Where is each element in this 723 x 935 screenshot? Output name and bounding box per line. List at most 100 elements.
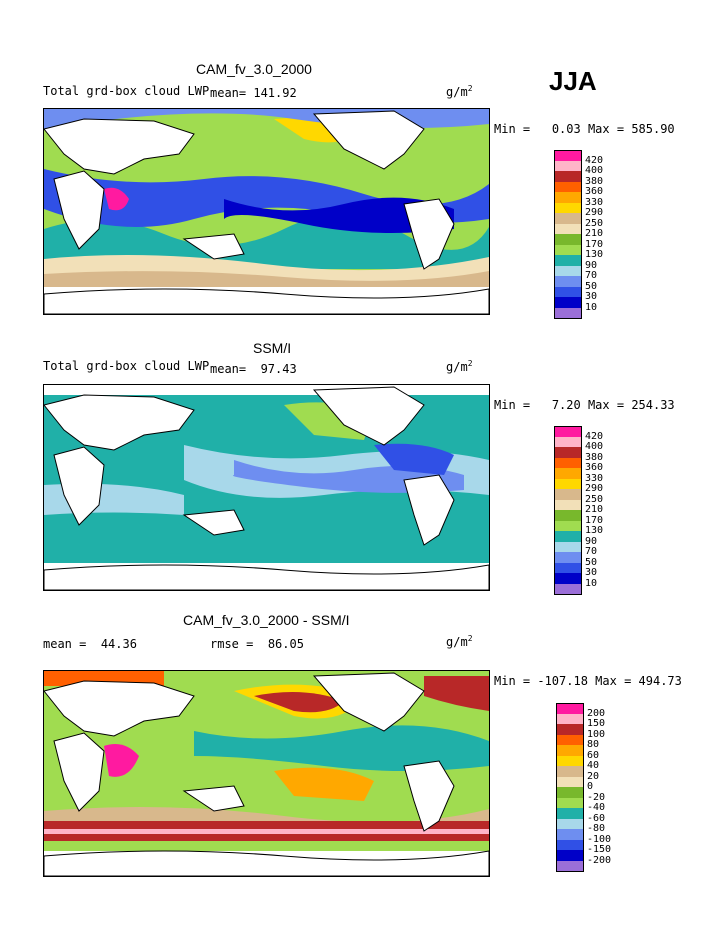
colorbar-level-label: 380 xyxy=(585,175,604,187)
colorbar-swatch xyxy=(556,850,584,861)
colorbar-level-label: 360 xyxy=(585,186,604,197)
colorbar-level-label: 70 xyxy=(585,546,598,557)
colorbar-swatch xyxy=(556,713,584,724)
colorbar-swatch xyxy=(554,286,582,297)
panel3-map xyxy=(43,670,490,877)
colorbar-swatch xyxy=(556,766,584,777)
colorbar-level-label: 130 xyxy=(585,525,604,536)
colorbar-level-label: -40 xyxy=(587,802,606,813)
panel1-units: g/m2 xyxy=(446,84,473,99)
colorbar-swatch xyxy=(554,499,582,510)
colorbar-level-label: 30 xyxy=(585,567,598,578)
panel2-title: SSM/I xyxy=(253,340,292,356)
colorbar-swatch xyxy=(554,265,582,276)
colorbar-level-label: 40 xyxy=(587,760,600,771)
colorbar-level-label: 400 xyxy=(585,165,604,176)
panel2-min-max: Min = 7.20 Max = 254.33 xyxy=(494,398,675,412)
colorbar-level-label: 400 xyxy=(585,441,604,452)
colorbar-swatch xyxy=(554,181,582,192)
panel1-mean: mean= 141.92 xyxy=(210,86,297,100)
colorbar-swatch xyxy=(554,192,582,203)
colorbar-swatch xyxy=(554,307,582,319)
colorbar-swatch xyxy=(556,818,584,829)
colorbar-swatch xyxy=(554,562,582,573)
colorbar-swatch xyxy=(554,426,582,438)
colorbar-swatch xyxy=(556,829,584,840)
colorbar-swatch xyxy=(554,552,582,563)
panel1-map xyxy=(43,108,490,315)
colorbar-level-label: 420 xyxy=(585,430,604,442)
colorbar-level-label: 50 xyxy=(585,556,598,568)
colorbar-swatch xyxy=(556,787,584,798)
colorbar-level-label: 250 xyxy=(585,217,604,229)
panel1-min-max: Min = 0.03 Max = 585.90 xyxy=(494,122,675,136)
colorbar-swatch xyxy=(556,808,584,819)
colorbar-swatch xyxy=(556,724,584,735)
colorbar-level-label: -200 xyxy=(587,854,612,866)
colorbar-swatch xyxy=(554,255,582,266)
colorbar-level-label: 330 xyxy=(585,472,604,484)
colorbar-level-label: 60 xyxy=(587,749,600,761)
colorbar-level-label: 200 xyxy=(587,707,606,719)
panel3-title: CAM_fv_3.0_2000 - SSM/I xyxy=(183,612,350,628)
colorbar-swatch xyxy=(554,213,582,224)
colorbar-level-label: 170 xyxy=(585,238,604,250)
colorbar-swatch xyxy=(554,297,582,308)
colorbar-swatch xyxy=(556,797,584,808)
colorbar-level-label: 90 xyxy=(585,535,598,547)
colorbar-level-label: 210 xyxy=(585,504,604,515)
colorbar-level-label: 290 xyxy=(585,207,604,218)
colorbar-swatch xyxy=(556,703,584,715)
panel2-variable-label: Total grd-box cloud LWP xyxy=(43,359,210,373)
colorbar-swatch xyxy=(556,839,584,850)
colorbar-level-label: 210 xyxy=(585,228,604,239)
colorbar-level-label: -60 xyxy=(587,812,606,824)
colorbar-level-label: 130 xyxy=(585,249,604,260)
colorbar-swatch xyxy=(554,489,582,500)
colorbar-swatch xyxy=(554,436,582,447)
colorbar-level-label: 10 xyxy=(585,301,598,313)
panel3-rmse: rmse = 86.05 xyxy=(210,637,304,651)
colorbar-swatch xyxy=(554,583,582,595)
colorbar-level-label: 420 xyxy=(585,154,604,166)
colorbar-swatch xyxy=(554,510,582,521)
colorbar-swatch xyxy=(554,202,582,213)
colorbar-level-label: 100 xyxy=(587,728,606,740)
colorbar-swatch xyxy=(554,541,582,552)
colorbar-swatch xyxy=(554,447,582,458)
colorbar-swatch xyxy=(554,276,582,287)
panel2-map xyxy=(43,384,490,591)
colorbar-level-label: 30 xyxy=(585,291,598,302)
panel1-title: CAM_fv_3.0_2000 xyxy=(196,61,312,77)
colorbar-swatch xyxy=(556,776,584,787)
colorbar-level-label: -80 xyxy=(587,823,606,834)
colorbar-swatch xyxy=(556,755,584,766)
panel3-units: g/m2 xyxy=(446,634,473,649)
colorbar-swatch xyxy=(554,520,582,531)
colorbar-level-label: 20 xyxy=(587,770,600,782)
colorbar-level-label: 330 xyxy=(585,196,604,208)
colorbar-swatch xyxy=(554,150,582,162)
colorbar-swatch xyxy=(554,573,582,584)
colorbar-swatch xyxy=(554,478,582,489)
panel2-mean: mean= 97.43 xyxy=(210,362,297,376)
colorbar-level-label: -150 xyxy=(587,844,612,855)
colorbar-swatch xyxy=(556,745,584,756)
colorbar-level-label: 290 xyxy=(585,483,604,494)
colorbar-level-label: 90 xyxy=(585,259,598,271)
colorbar-swatch xyxy=(554,468,582,479)
panel1-variable-label: Total grd-box cloud LWP xyxy=(43,84,210,98)
colorbar-level-label: 170 xyxy=(585,514,604,526)
colorbar-level-label: 380 xyxy=(585,451,604,463)
colorbar-level-label: 360 xyxy=(585,462,604,473)
colorbar-level-label: 150 xyxy=(587,718,606,729)
panel3-mean: mean = 44.36 xyxy=(43,637,137,651)
colorbar-swatch xyxy=(554,531,582,542)
colorbar-swatch xyxy=(554,223,582,234)
colorbar-level-label: 10 xyxy=(585,577,598,589)
colorbar-swatch xyxy=(556,860,584,872)
colorbar-swatch xyxy=(556,734,584,745)
colorbar-level-label: 50 xyxy=(585,280,598,292)
colorbar-swatch xyxy=(554,234,582,245)
colorbar-swatch xyxy=(554,171,582,182)
